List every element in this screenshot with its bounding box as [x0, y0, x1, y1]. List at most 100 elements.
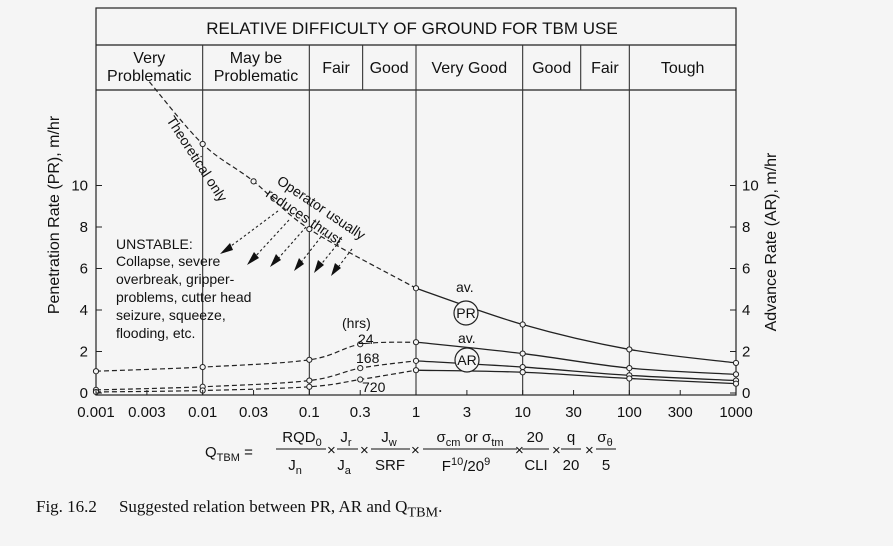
arrowhead-3 — [270, 254, 281, 267]
series-3-point-7 — [732, 380, 740, 387]
figure-caption: Fig. 16.2 Suggested relation between PR, … — [36, 497, 442, 521]
formula-jr: Jr — [340, 429, 352, 449]
zone-label-7: Tough — [661, 60, 705, 77]
y-axis-label-left: Penetration Rate (PR), m/hr — [46, 115, 63, 314]
pr-circle-marker — [453, 300, 479, 326]
zone-label-2-line-0: Fair — [322, 60, 350, 77]
zone-label-7-line-0: Tough — [661, 60, 705, 77]
series-2-point-3 — [357, 365, 364, 372]
times-2: × — [360, 442, 369, 459]
unstable-line-3: overbreak, gripper- — [116, 271, 235, 287]
series-1-dashed-line — [95, 341, 417, 372]
formula-sigma-cm: σcm or σtm — [436, 429, 503, 449]
zone-label-4-line-0: Very Good — [431, 60, 507, 77]
series-0-point-5 — [519, 321, 526, 328]
zone-label-4: Very Good — [431, 60, 507, 77]
thrust-arrow-3 — [275, 226, 307, 262]
series-3-point-5 — [519, 369, 526, 376]
caption-text: Suggested relation between PR, AR and Q — [118, 497, 408, 516]
y-tick-label-left-0: 0 — [80, 385, 88, 402]
series-1-point-4 — [412, 339, 420, 346]
arrowhead-5 — [314, 260, 324, 273]
zone-label-5: Good — [532, 60, 571, 77]
series-0-point-6 — [626, 346, 633, 353]
series-1-point-1 — [199, 363, 206, 371]
y-tick-label-left-4: 8 — [80, 219, 88, 236]
series-1-solid-line — [415, 341, 737, 375]
zone-label-6-line-0: Fair — [591, 60, 619, 77]
zone-label-5-line-0: Good — [532, 60, 571, 77]
zone-label-0-line-1: Problematic — [107, 68, 191, 85]
series-1-point-0 — [92, 368, 100, 375]
series-3-dashed-line — [95, 369, 417, 393]
series-1-point-5 — [519, 350, 526, 357]
y-tick-label-right-0: 0 — [742, 385, 750, 402]
series-1-point-3 — [357, 341, 364, 348]
y-tick-label-left-3: 6 — [80, 261, 88, 278]
series-3-point-2 — [306, 383, 313, 390]
formula-jw: Jw — [381, 429, 397, 449]
series-2-dashed-line — [95, 360, 417, 391]
operator-thrust-label: Operator usually reduces thrust — [263, 171, 371, 259]
x-tick-label-5: 0.3 — [350, 404, 371, 421]
x-tick-label-9: 30 — [565, 404, 582, 421]
ar-circle-marker — [454, 347, 480, 373]
caption-number: Fig. 16.2 — [36, 497, 97, 516]
series-3-point-3 — [357, 376, 364, 383]
hours-168-label: 168 — [356, 350, 380, 366]
y-tick-label-right-5: 10 — [742, 178, 759, 195]
series-3-point-6 — [626, 375, 633, 382]
x-tick-label-0: 0.001 — [77, 404, 115, 421]
formula-cli: CLI — [524, 457, 547, 474]
x-tick-label-10: 100 — [617, 404, 642, 421]
y-tick-label-right-4: 8 — [742, 219, 750, 236]
zone-label-0-line-0: Very — [133, 50, 165, 67]
series-0-point-3 — [306, 225, 313, 233]
x-tick-label-12: 1000 — [719, 404, 752, 421]
series-1-point-6 — [626, 365, 633, 372]
x-tick-label-4: 0.1 — [299, 404, 320, 421]
formula-f10-20-9: F10/209 — [442, 456, 490, 475]
x-tick-label-3: 0.03 — [239, 404, 268, 421]
x-tick-label-1: 0.003 — [128, 404, 166, 421]
caption-end: . — [438, 497, 443, 516]
series-0-point-4 — [412, 285, 420, 292]
ar-label: AR — [457, 352, 476, 368]
zone-label-3-line-0: Good — [370, 60, 409, 77]
x-tick-label-2: 0.01 — [188, 404, 217, 421]
zone-label-2: Fair — [322, 60, 350, 77]
unstable-line-4: problems, cutter head — [116, 289, 251, 305]
x-tick-label-7: 3 — [463, 404, 471, 421]
formula-ja: Ja — [337, 457, 352, 477]
x-tick-label-11: 300 — [668, 404, 693, 421]
thrust-arrowheads — [220, 243, 341, 276]
formula-srf: SRF — [375, 457, 405, 474]
hours-720-label: 720 — [362, 379, 386, 395]
pr-average-label: av. — [456, 279, 474, 295]
zone-label-6: Fair — [591, 60, 619, 77]
thrust-arrow-4 — [298, 232, 325, 266]
formula-sigma-theta: σθ — [597, 429, 612, 449]
times-3: × — [411, 442, 420, 459]
arrowhead-4 — [294, 258, 304, 271]
formula-q: q — [567, 429, 575, 446]
unstable-note: UNSTABLE: Collapse, severe overbreak, gr… — [116, 236, 255, 341]
series-0-point-1 — [199, 140, 206, 148]
unstable-line-2: Collapse, severe — [116, 253, 220, 269]
thrust-arrow-2 — [252, 219, 290, 260]
times-1: × — [327, 442, 336, 459]
arrowhead-2 — [247, 252, 259, 265]
thrust-arrow-5 — [318, 240, 341, 268]
zone-label-3: Good — [370, 60, 409, 77]
series-0-dashed-line — [148, 81, 417, 289]
unstable-line-5: seizure, squeeze, — [116, 307, 226, 323]
x-tick-label-6: 1 — [412, 404, 420, 421]
formula-lhs: QTBM = — [205, 444, 253, 464]
formula-jn: Jn — [288, 457, 302, 477]
series-0-point-2 — [250, 178, 257, 185]
thrust-arrow-1 — [226, 210, 279, 250]
series-0-point-7 — [732, 359, 740, 367]
y-axis-label-right: Advance Rate (AR), m/hr — [763, 152, 780, 331]
